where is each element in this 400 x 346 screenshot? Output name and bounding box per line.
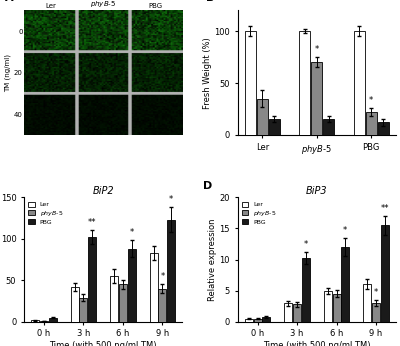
Bar: [88, 237, 96, 322]
Text: **: **: [88, 218, 96, 227]
Bar: [341, 247, 349, 322]
Bar: [40, 321, 48, 322]
Bar: [79, 298, 87, 322]
Text: **: **: [380, 204, 389, 213]
Bar: [150, 253, 158, 322]
Bar: [311, 62, 322, 135]
Bar: [372, 303, 380, 322]
Bar: [269, 119, 280, 135]
Bar: [71, 287, 79, 322]
Bar: [302, 258, 310, 322]
Bar: [128, 249, 136, 322]
Bar: [245, 31, 256, 135]
Text: *: *: [304, 240, 308, 249]
Bar: [158, 289, 166, 322]
Legend: Ler, $phyB$-5, PBG: Ler, $phyB$-5, PBG: [241, 200, 278, 226]
Bar: [324, 291, 332, 322]
Bar: [333, 294, 341, 322]
Bar: [257, 99, 268, 135]
Bar: [48, 318, 56, 322]
Bar: [381, 225, 389, 322]
Text: *: *: [160, 272, 164, 281]
Y-axis label: Fresh Weight (%): Fresh Weight (%): [202, 37, 212, 109]
X-axis label: Time (with 500 ng/ml TM): Time (with 500 ng/ml TM): [263, 341, 371, 346]
Text: A: A: [5, 0, 14, 3]
Text: *: *: [369, 96, 374, 105]
Title: BiP2: BiP2: [92, 186, 114, 197]
X-axis label: Time (with 500 ng/ml TM): Time (with 500 ng/ml TM): [49, 341, 157, 346]
Text: *: *: [169, 195, 173, 204]
Bar: [299, 31, 310, 135]
Text: *: *: [315, 45, 319, 54]
Y-axis label: Relative expression: Relative expression: [208, 218, 217, 301]
Bar: [354, 31, 365, 135]
Bar: [254, 319, 262, 322]
Bar: [245, 319, 253, 322]
Bar: [364, 284, 372, 322]
Bar: [284, 303, 292, 322]
Text: *: *: [130, 228, 134, 237]
Bar: [119, 284, 127, 322]
Bar: [31, 320, 39, 322]
Y-axis label: TM (ng/ml): TM (ng/ml): [4, 54, 11, 92]
Bar: [262, 317, 270, 322]
Text: B: B: [206, 0, 214, 3]
Bar: [110, 276, 118, 322]
Bar: [323, 119, 334, 135]
Bar: [167, 220, 175, 322]
Title: BiP3: BiP3: [306, 186, 328, 197]
Text: *: *: [343, 226, 348, 235]
Text: *: *: [374, 288, 378, 297]
Legend: Ler, $phyB$-5, PBG: Ler, $phyB$-5, PBG: [27, 200, 64, 226]
Bar: [293, 304, 301, 322]
Text: D: D: [203, 181, 212, 191]
Bar: [378, 122, 389, 135]
Bar: [366, 112, 377, 135]
